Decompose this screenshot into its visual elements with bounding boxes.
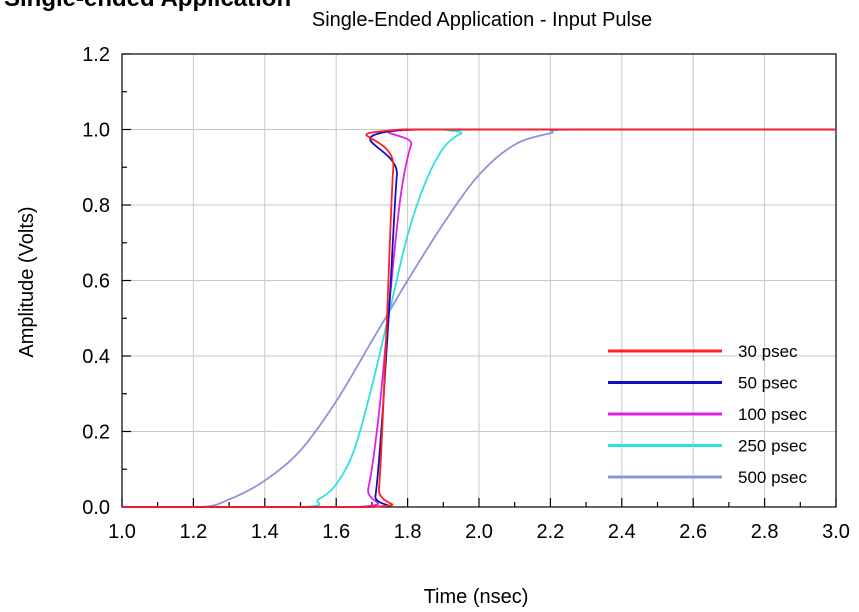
chart-title: Single-Ended Application - Input Pulse bbox=[312, 9, 652, 31]
legend-label-500-psec: 500 psec bbox=[738, 468, 807, 487]
x-tick-label: 2.8 bbox=[751, 521, 779, 543]
x-tick-label: 2.6 bbox=[679, 521, 707, 543]
x-tick-label: 1.0 bbox=[108, 521, 136, 543]
axis-ticks bbox=[121, 53, 837, 508]
legend-label-100-psec: 100 psec bbox=[738, 405, 807, 424]
x-tick-label: 2.2 bbox=[536, 521, 564, 543]
series-lines bbox=[121, 128, 836, 508]
legend-label-250-psec: 250 psec bbox=[738, 437, 807, 456]
partial-heading: Single-ended Application bbox=[4, 0, 291, 12]
legend-label-30-psec: 30 psec bbox=[738, 342, 798, 361]
y-tick-label: 0.8 bbox=[82, 195, 110, 217]
x-tick-label: 1.2 bbox=[179, 521, 207, 543]
series-line-30-psec bbox=[121, 128, 836, 508]
y-tick-label: 0.6 bbox=[82, 271, 110, 293]
grid-lines bbox=[122, 54, 836, 507]
series-line-500-psec bbox=[121, 128, 836, 508]
y-tick-label: 1.0 bbox=[82, 120, 110, 142]
x-axis-label: Time (nsec) bbox=[424, 586, 529, 608]
y-axis-tick-labels: 0.0 0.2 0.4 0.6 0.8 1.0 1.2 bbox=[82, 44, 110, 519]
y-tick-label: 1.2 bbox=[82, 44, 110, 66]
x-tick-label: 2.0 bbox=[465, 521, 493, 543]
x-tick-label: 3.0 bbox=[822, 521, 850, 543]
y-tick-label: 0.4 bbox=[82, 346, 110, 368]
legend-label-50-psec: 50 psec bbox=[738, 374, 798, 393]
y-tick-label: 0.0 bbox=[82, 497, 110, 519]
x-tick-label: 2.4 bbox=[608, 521, 636, 543]
legend: 30 psec 50 psec 100 psec 250 psec 500 psec bbox=[608, 342, 807, 487]
x-tick-label: 1.8 bbox=[394, 521, 422, 543]
y-axis-label: Amplitude (Volts) bbox=[16, 206, 38, 357]
y-tick-label: 0.2 bbox=[82, 422, 110, 444]
x-tick-label: 1.4 bbox=[251, 521, 279, 543]
x-axis-tick-labels: 1.0 1.2 1.4 1.6 1.8 2.0 2.2 2.4 2.6 2.8 3.0 bbox=[108, 521, 850, 543]
x-tick-label: 1.6 bbox=[322, 521, 350, 543]
